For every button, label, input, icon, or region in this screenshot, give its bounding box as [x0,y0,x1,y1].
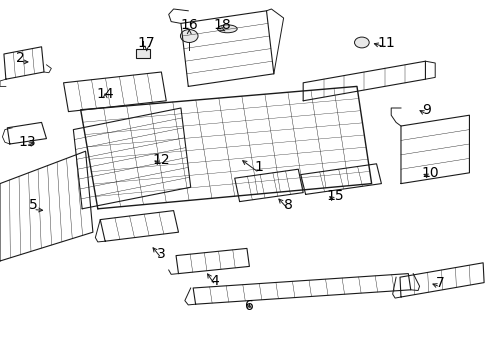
Text: 9: 9 [421,103,430,117]
Circle shape [354,37,368,48]
Text: 10: 10 [421,166,438,180]
Text: 14: 14 [96,87,114,100]
Text: 2: 2 [16,51,25,64]
Text: 13: 13 [18,135,36,149]
Text: 16: 16 [180,18,198,32]
Text: 15: 15 [325,189,343,203]
Text: 17: 17 [138,36,155,50]
Text: 12: 12 [152,153,170,167]
Bar [136,49,149,58]
Text: 1: 1 [254,161,263,174]
Text: 3: 3 [157,247,165,261]
Text: 4: 4 [210,274,219,288]
Text: 8: 8 [284,198,292,212]
Ellipse shape [217,25,237,33]
Text: 18: 18 [213,18,231,32]
Text: 7: 7 [435,276,444,289]
Text: 5: 5 [29,198,38,212]
Text: 6: 6 [244,299,253,313]
Circle shape [180,30,198,42]
Text: 11: 11 [377,36,394,50]
